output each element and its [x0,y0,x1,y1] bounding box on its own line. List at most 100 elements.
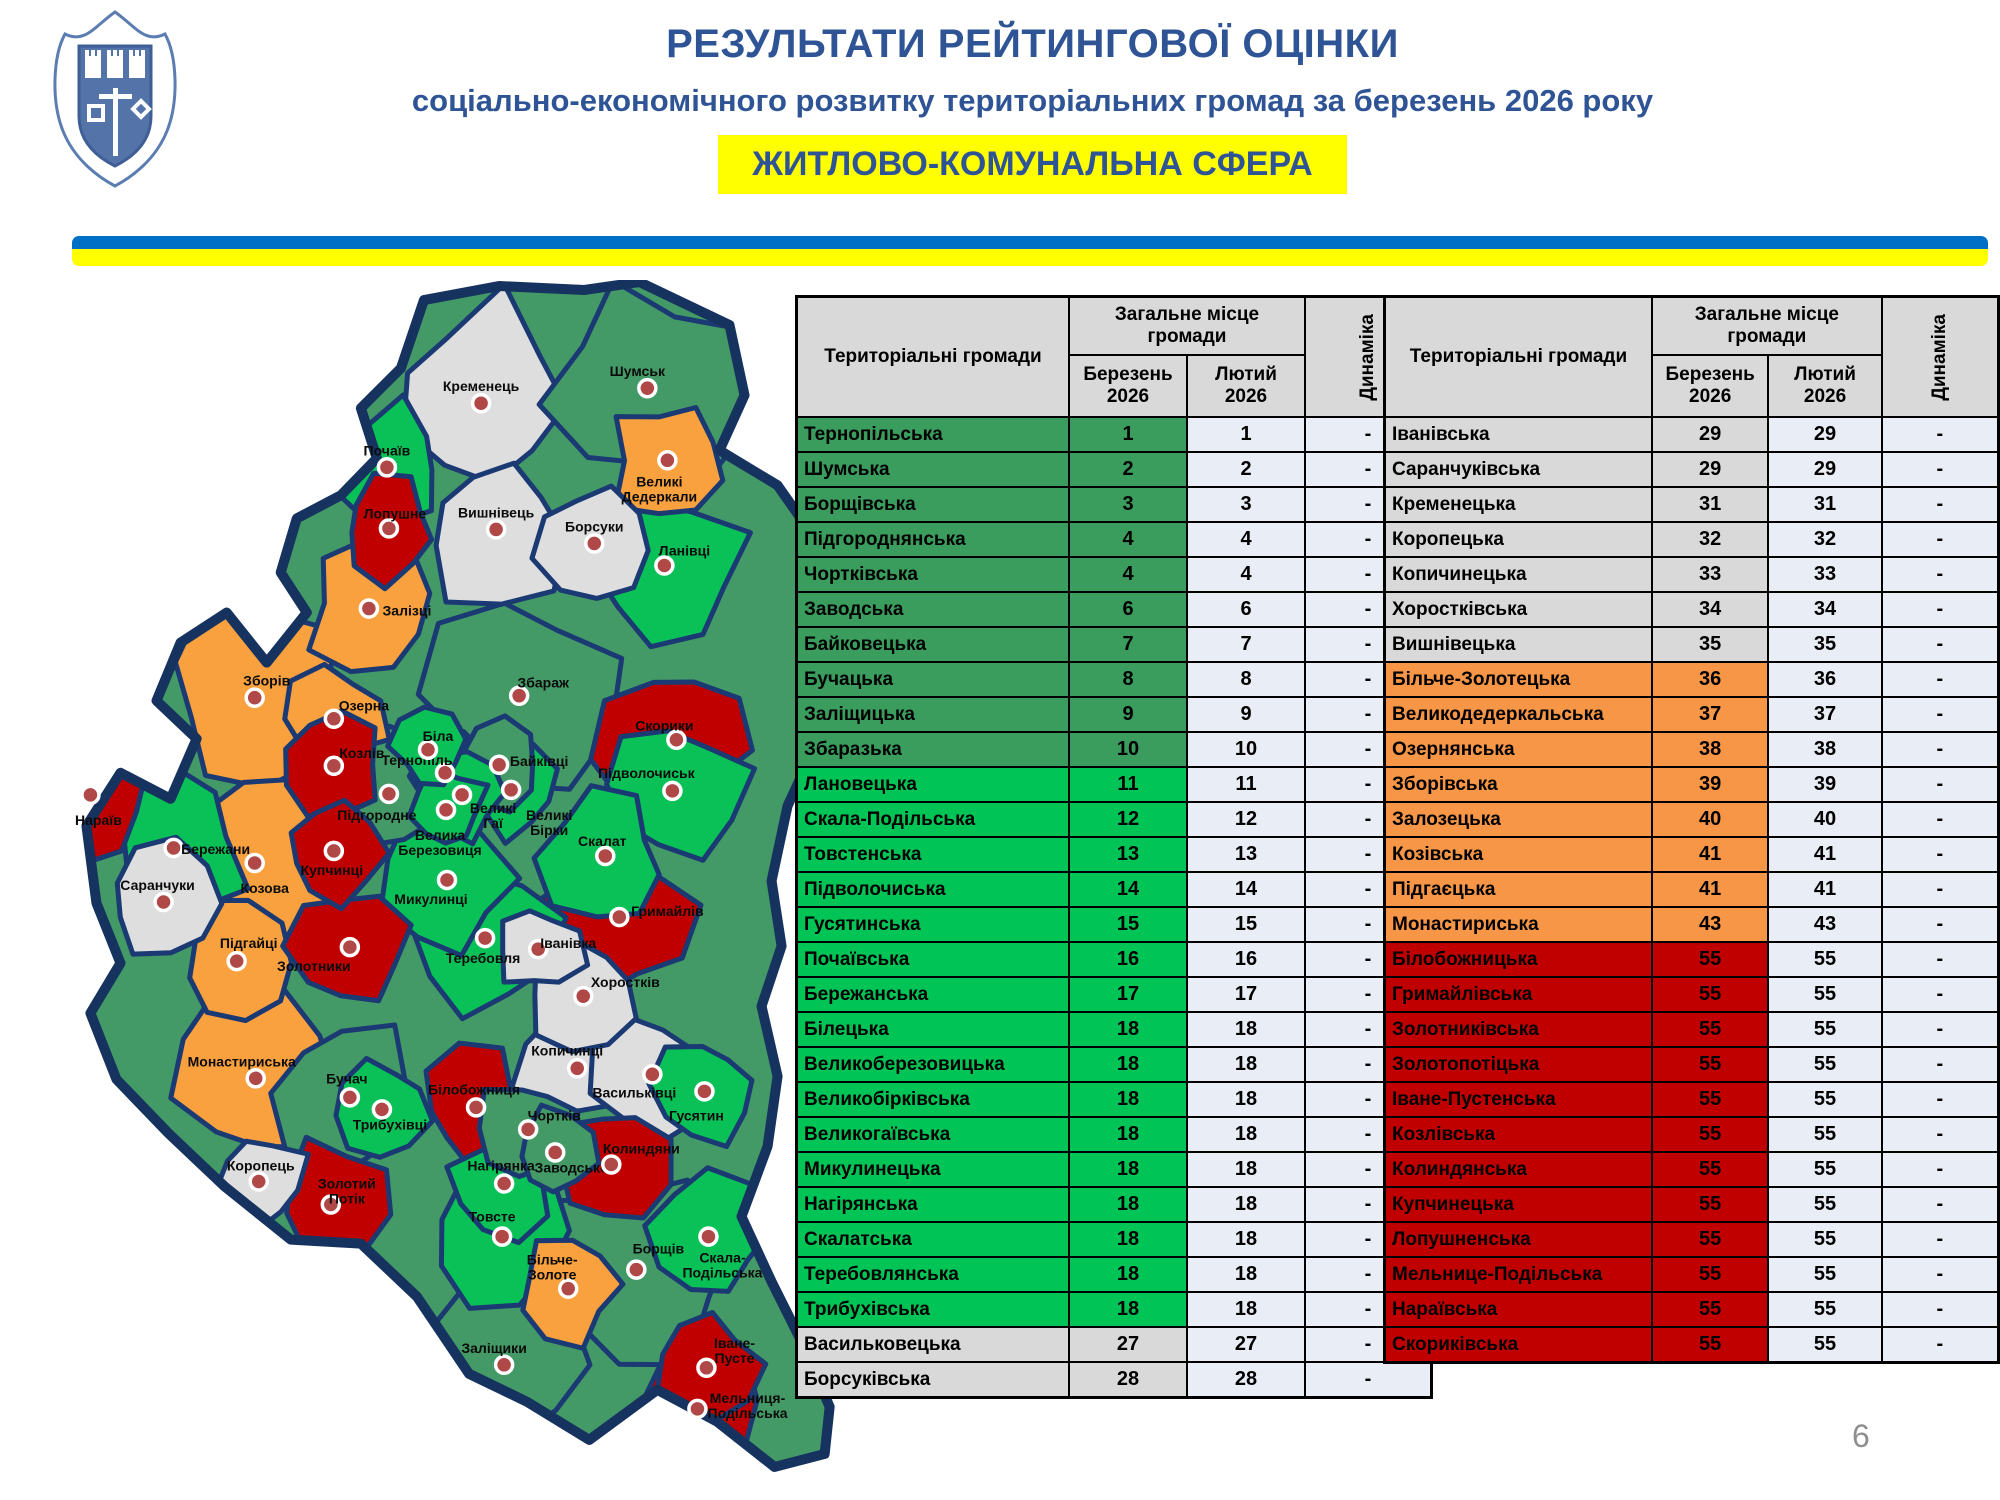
map-label: Березовиця [398,842,481,858]
table-row: Білобожницька 55 55- [1383,941,2000,978]
dynamics-value: - [1880,416,2000,453]
map-marker [609,906,630,928]
map-marker [451,784,473,806]
place-february: 38 [1767,731,1883,768]
place-march: 16 [1068,941,1188,978]
table-row: Монастириська 43 43- [1383,906,2000,943]
place-february: 9 [1186,696,1306,733]
map-label: Купчинці [301,862,364,878]
map-marker [378,783,400,805]
community-name: Нагірянська [795,1186,1070,1223]
place-march: 3 [1068,486,1188,523]
map-marker [378,518,400,539]
place-february: 18 [1186,1151,1306,1188]
place-march: 41 [1650,836,1770,873]
map-marker [517,1119,539,1140]
table-row: Трибухівська 18 18- [795,1291,1433,1328]
community-name: Білецька [795,1011,1070,1048]
map-label: Подільська [708,1405,788,1421]
map-marker [694,1081,715,1102]
col-header-overall-place: Загальне місце громади [1068,295,1306,356]
table-row: Великобірківська 18 18- [795,1081,1433,1118]
place-february: 18 [1186,1256,1306,1293]
map-marker [323,755,345,777]
table-row: Скала-Подільська 12 12- [795,801,1433,838]
place-february: 55 [1767,976,1883,1013]
map-label: Колиндяни [603,1140,680,1156]
map-label: Монастириська [188,1053,296,1069]
col-header-dynamics: Динаміка [1880,295,2000,418]
community-name: Вишнівецька [1383,626,1653,663]
table-row: Вишнівецька 35 35- [1383,626,2000,663]
place-february: 55 [1767,941,1883,978]
community-name: Чортківська [795,556,1070,593]
map-label: Великі [636,473,682,489]
ranking-table-left: Територіальні громади Загальне місце гром… [795,295,1433,1399]
place-march: 17 [1068,976,1188,1013]
place-march: 18 [1068,1116,1188,1153]
map-marker [654,555,675,576]
map-marker [544,1142,566,1163]
place-march: 18 [1068,1256,1188,1293]
place-february: 15 [1186,906,1306,943]
table-row: Козівська 41 41- [1383,836,2000,873]
community-name: Тернопільська [795,416,1070,453]
map-label: Байківці [510,753,569,769]
map-label: Потік [329,1191,366,1207]
community-name: Мельнице-Подільська [1383,1256,1653,1293]
place-march: 39 [1650,766,1770,803]
page-title: РЕЗУЛЬТАТИ РЕЙТИНГОВОЇ ОЦІНКИ [666,22,1399,66]
place-february: 55 [1767,1326,1883,1364]
place-march: 18 [1068,1046,1188,1083]
place-february: 27 [1186,1326,1306,1363]
place-february: 18 [1186,1081,1306,1118]
community-name: Купчинецька [1383,1186,1653,1223]
map-marker [527,938,549,960]
table-row: Підгаєцька 41 41- [1383,871,2000,908]
map-marker [323,708,345,729]
place-february: 55 [1767,1011,1883,1048]
map-label: Бучач [326,1070,367,1086]
map-label: Скорики [635,718,693,734]
map-marker [435,799,457,821]
community-name: Кременецька [1383,486,1653,523]
map-label: Скалат [578,833,627,849]
page-subtitle: соціально-економічного розвитку територі… [411,83,1654,118]
table-row: Нараївська 55 55- [1383,1291,2000,1328]
map-label: Залізці [383,603,432,619]
table-row: Лановецька 11 11- [795,766,1433,803]
map-marker [434,762,456,784]
map-label: Коропець [227,1157,295,1173]
place-february: 43 [1767,906,1883,943]
map-label: Великі [526,807,572,823]
place-february: 31 [1767,486,1883,523]
place-march: 12 [1068,801,1188,838]
community-name: Васильковецька [795,1326,1070,1363]
community-name: Борщівська [795,486,1070,523]
table-row: Білецька 18 18- [795,1011,1433,1048]
community-name: Колиндянська [1383,1151,1653,1188]
place-february: 11 [1186,766,1306,803]
table-row: Гримайлівська 55 55- [1383,976,2000,1013]
table-row: Збаразька 10 10- [795,731,1433,768]
map-marker [500,779,522,801]
table-row: Іване-Пустенська 55 55- [1383,1081,2000,1118]
map-marker [662,780,683,802]
dynamics-value: - [1880,1151,2000,1188]
place-march: 29 [1650,451,1770,488]
table-row: Тернопільська 1 1- [795,416,1433,453]
community-name: Збаразька [795,731,1070,768]
community-name: Козлівська [1383,1116,1653,1153]
place-february: 37 [1767,696,1883,733]
community-name: Лановецька [795,766,1070,803]
community-name: Товстенська [795,836,1070,873]
place-february: 10 [1186,731,1306,768]
place-march: 11 [1068,766,1188,803]
place-march: 35 [1650,626,1770,663]
map-label: Пусте [715,1350,755,1366]
slide-header: РЕЗУЛЬТАТИ РЕЙТИНГОВОЇ ОЦІНКИ соціально-… [75,22,1990,194]
place-march: 55 [1650,1151,1770,1188]
dynamics-value: - [1880,696,2000,733]
community-name: Копичинецька [1383,556,1653,593]
